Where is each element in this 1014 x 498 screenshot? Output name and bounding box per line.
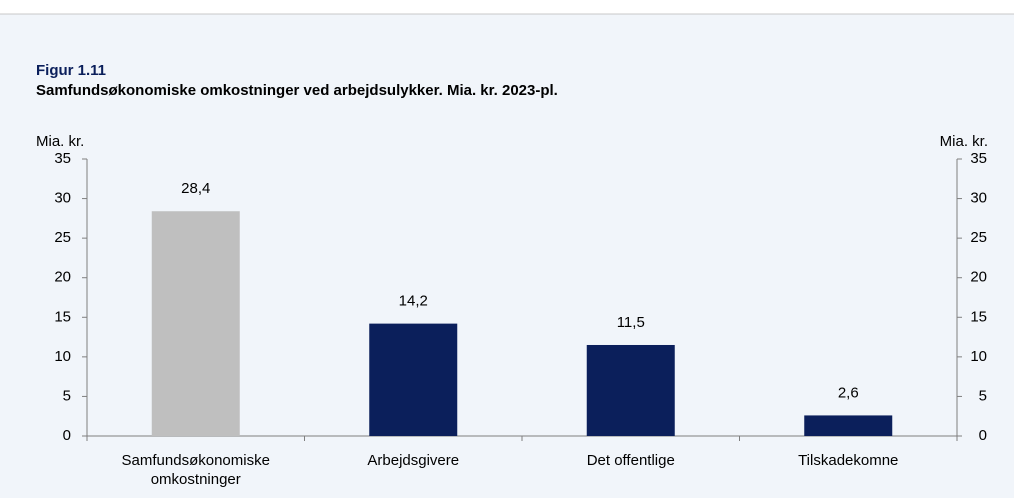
data-label: 14,2 (399, 293, 428, 310)
y-tick-label: 30 (54, 190, 71, 207)
x-tick-label: Tilskadekomne (798, 452, 898, 469)
y2-tick-label: 30 (970, 190, 987, 207)
y2-axis-label: Mia. kr. (940, 133, 988, 150)
y2-tick-label: 10 (970, 348, 987, 365)
y-tick-label: 25 (54, 229, 71, 246)
chart-title: Samfundsøkonomiske omkostninger ved arbe… (36, 82, 558, 99)
bar (804, 415, 893, 436)
y-tick-label: 10 (54, 348, 71, 365)
y2-tick-label: 20 (970, 269, 987, 286)
y-axis-label: Mia. kr. (36, 133, 84, 150)
y-tick-label: 35 (54, 150, 71, 167)
x-tick-label: Arbejdsgivere (367, 452, 459, 469)
y-tick-label: 0 (63, 427, 71, 444)
y2-tick-label: 25 (970, 229, 987, 246)
y-tick-label: 5 (63, 387, 71, 404)
y-tick-label: 15 (54, 308, 71, 325)
y2-tick-label: 15 (970, 308, 987, 325)
bar (151, 211, 240, 436)
x-tick-label: Samfundsøkonomiske omkostninger (122, 452, 270, 488)
x-tick-label: Det offentlige (587, 452, 675, 469)
bar (586, 344, 675, 436)
data-label: 11,5 (617, 314, 645, 331)
figure-label: Figur 1.11 (36, 62, 106, 79)
data-label: 28,4 (181, 180, 210, 197)
data-label: 2,6 (838, 384, 859, 401)
bar (369, 323, 458, 436)
y2-tick-label: 0 (979, 427, 987, 444)
y-tick-label: 20 (54, 269, 71, 286)
y2-tick-label: 35 (970, 150, 987, 167)
y2-tick-label: 5 (979, 387, 987, 404)
